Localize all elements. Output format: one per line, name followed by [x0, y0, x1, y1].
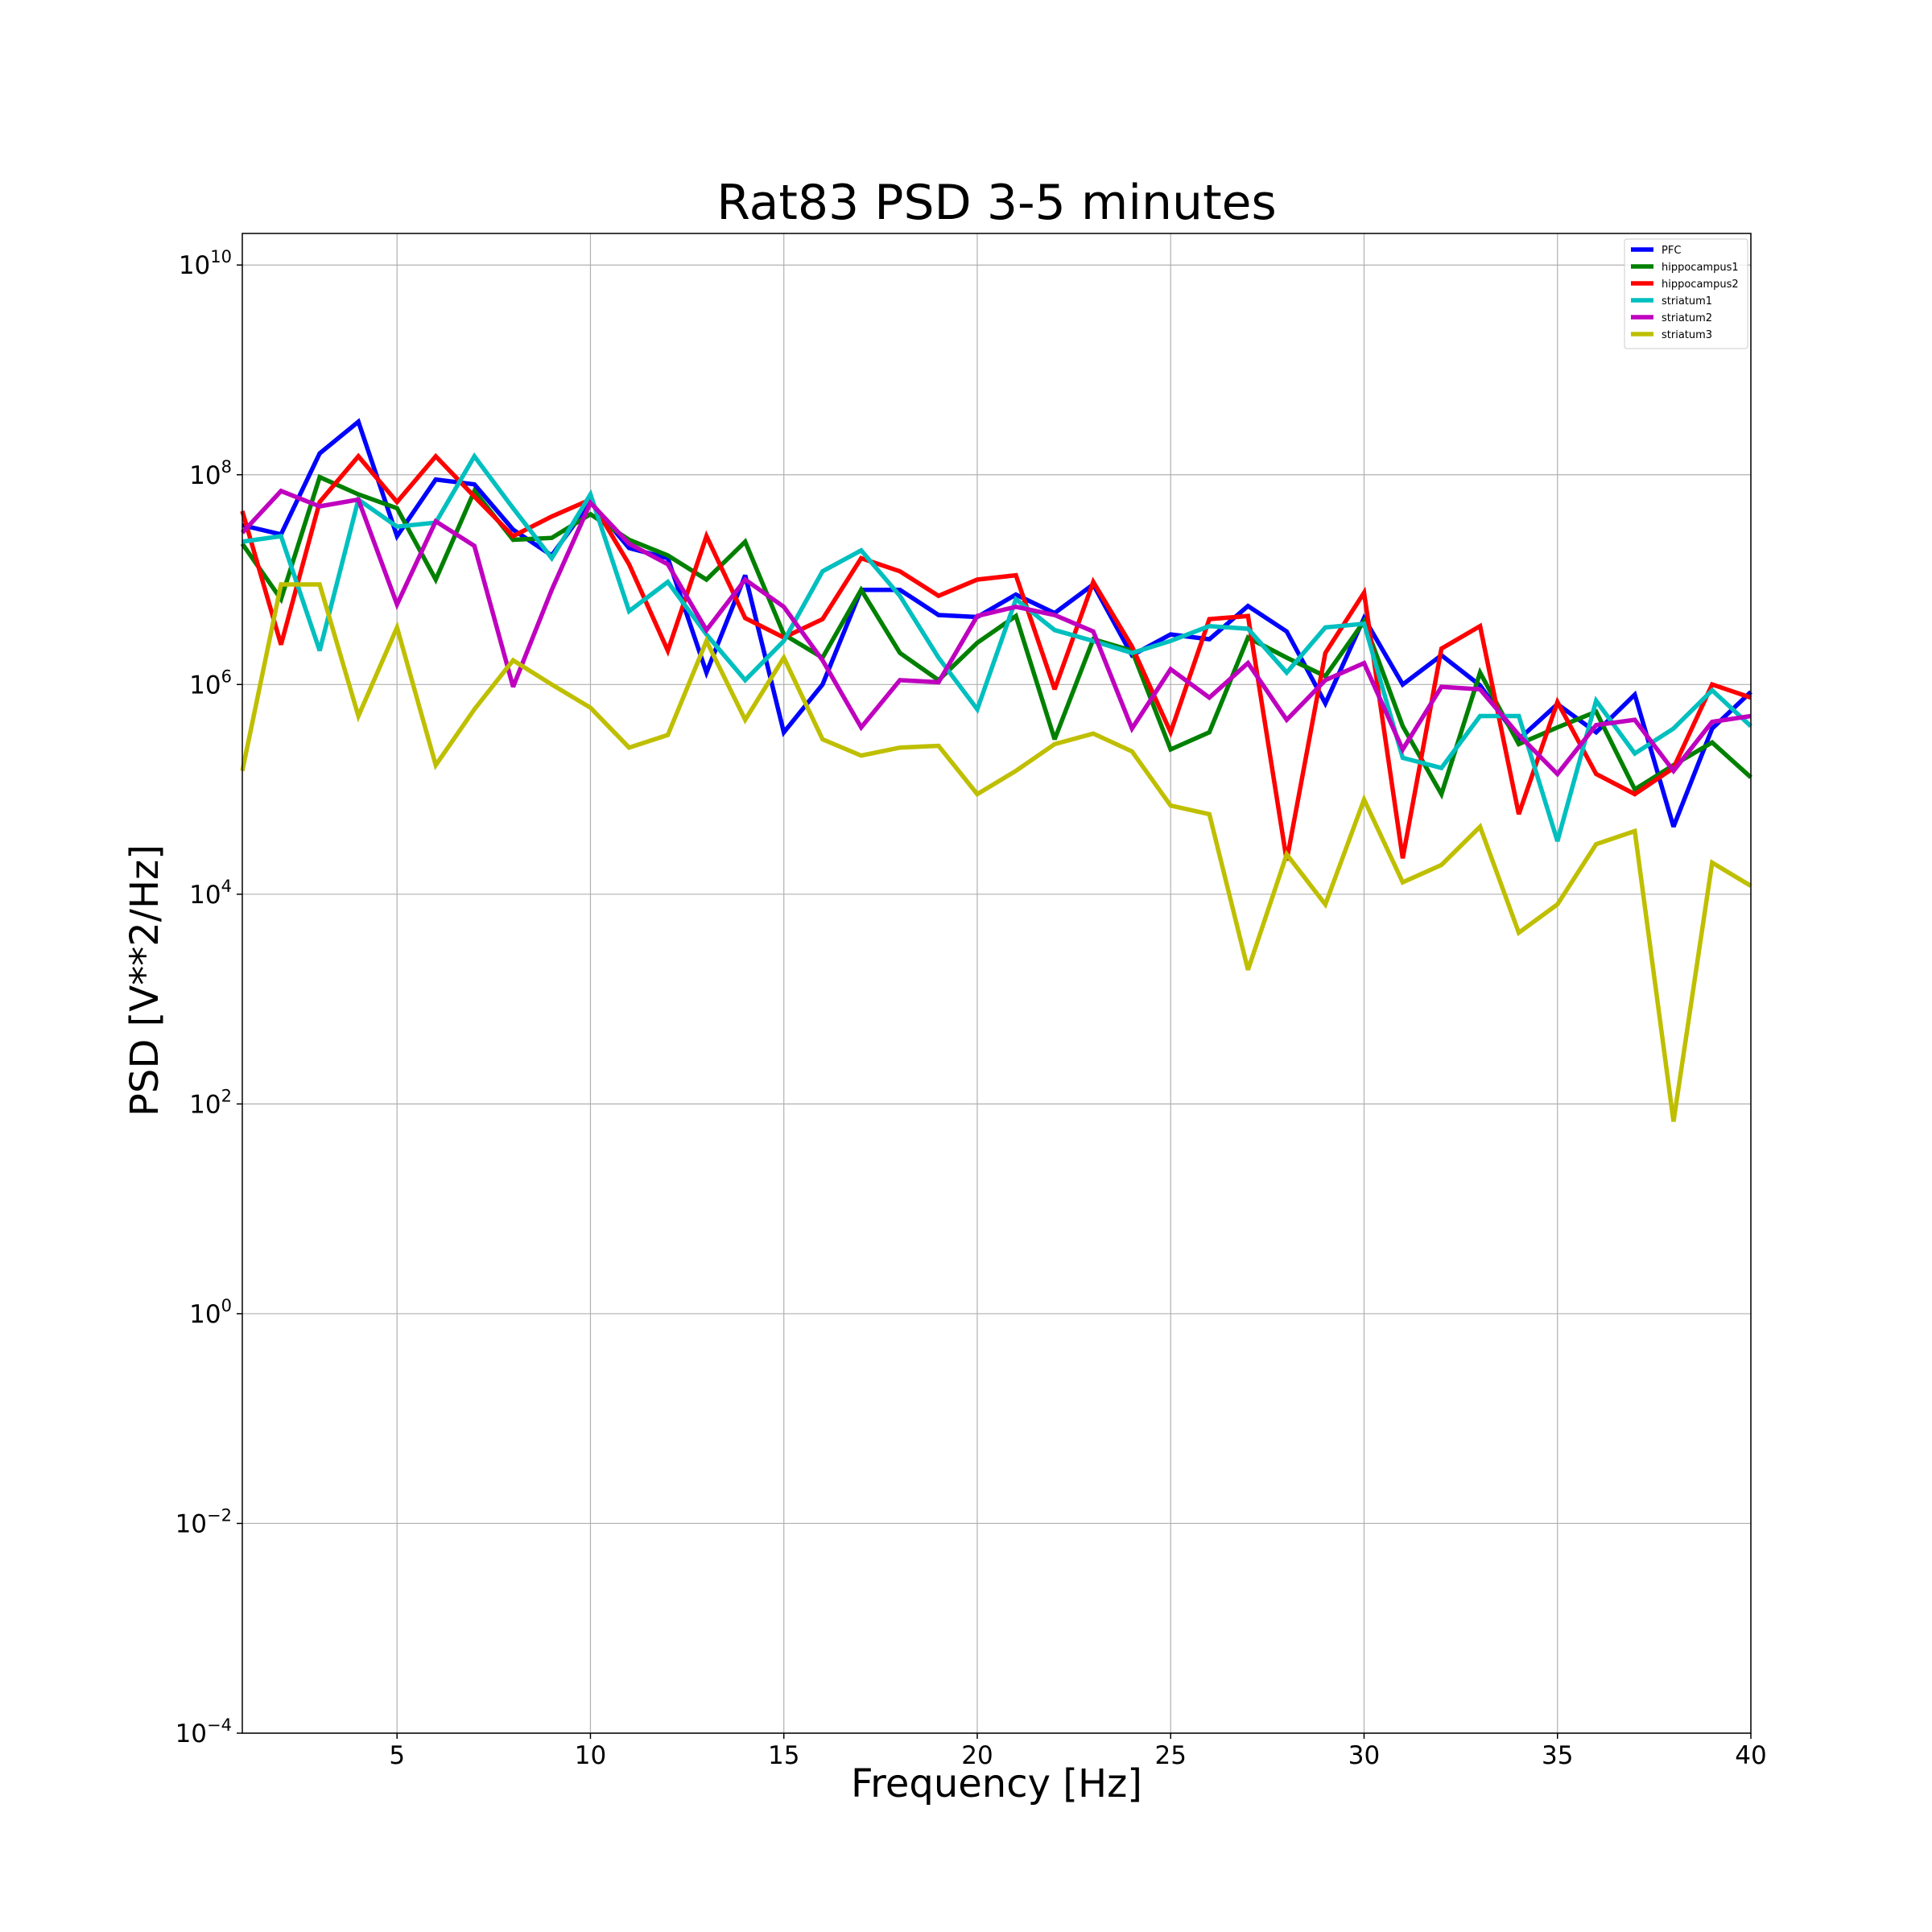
legend-label: striatum3: [1662, 329, 1712, 341]
series-line-striatum3: [240, 582, 1752, 1122]
legend-label: hippocampus2: [1662, 279, 1739, 291]
y-axis-label: PSD [V**2/Hz]: [122, 844, 167, 1117]
legend-label: striatum2: [1662, 312, 1712, 324]
x-tick-label: 5: [389, 1741, 405, 1770]
x-tick-label: 30: [1348, 1741, 1380, 1770]
series-line-striatum1: [242, 452, 1752, 842]
x-tick-label: 15: [768, 1741, 799, 1770]
series-lines: [240, 418, 1752, 1122]
series-line-hippocampus2: [240, 452, 1752, 861]
y-tick-label: 100: [189, 1296, 232, 1329]
y-tick-label: 1010: [179, 247, 232, 280]
x-tick-label: 40: [1735, 1741, 1766, 1770]
y-tick-label: 104: [189, 877, 232, 910]
legend-label: hippocampus1: [1662, 262, 1739, 274]
y-tick-label: 102: [189, 1086, 232, 1119]
x-tick-label: 25: [1155, 1741, 1187, 1770]
ticks: 5 10 15 20 25 30 35 40 1010 108 106 104 102 100 10−2 10…: [175, 247, 1767, 1770]
x-tick-label: 20: [961, 1741, 993, 1770]
x-tick-label: 35: [1542, 1741, 1573, 1770]
plot-frame: [242, 233, 1752, 1734]
y-tick-label: 108: [189, 457, 232, 490]
y-tick-label: 10−2: [175, 1505, 232, 1538]
y-tick-label: 10−4: [175, 1715, 232, 1748]
chart-title: Rat83 PSD 3-5 minutes: [716, 175, 1277, 231]
x-tick-label: 10: [575, 1741, 606, 1770]
legend-label: PFC: [1662, 245, 1681, 257]
x-axis-label: Frequency [Hz]: [851, 1761, 1142, 1806]
legend: PFC hippocampus1 hippocampus2 striatum1 stri…: [1624, 238, 1748, 349]
series-line-striatum2: [240, 488, 1752, 778]
legend-box: [1624, 238, 1748, 349]
y-tick-label: 106: [189, 667, 232, 700]
legend-label: striatum1: [1662, 295, 1712, 308]
